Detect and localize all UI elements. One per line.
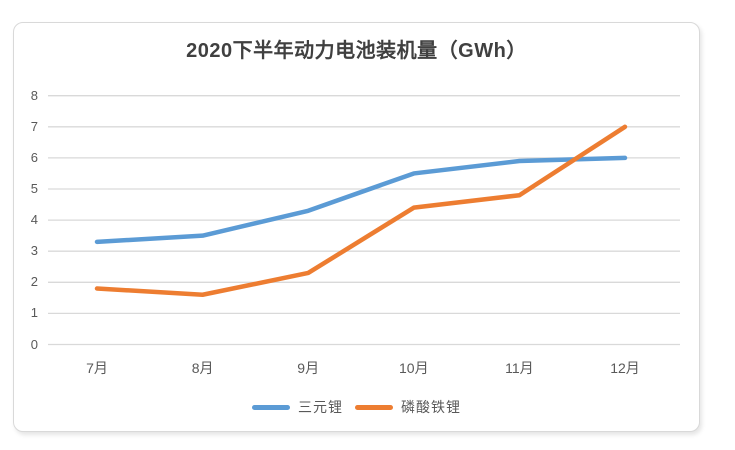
x-tick-label: 8月 (191, 360, 214, 376)
x-tick-label: 12月 (610, 360, 640, 376)
legend-swatch-ternary-lithium (252, 404, 290, 410)
x-tick-label: 7月 (86, 360, 108, 376)
y-tick-label: 5 (30, 181, 38, 196)
y-tick-label: 4 (30, 212, 38, 228)
x-tick-label: 11月 (505, 360, 534, 376)
legend-swatch-lithium-iron-phosphate (355, 404, 393, 410)
chart-title: 2020下半年动力电池装机量（GWh） (186, 40, 527, 62)
x-tick-label: 10月 (399, 360, 429, 376)
chart-card (13, 22, 700, 432)
legend-label: 三元锂 (298, 399, 343, 415)
y-tick-label: 6 (30, 149, 38, 165)
x-tick-label: 9月 (297, 360, 320, 376)
legend-item-ternary-lithium: 三元锂 (252, 397, 343, 417)
y-tick-label: 2 (30, 274, 38, 290)
y-tick-label: 0 (30, 336, 38, 352)
legend-label: 磷酸铁锂 (401, 399, 461, 415)
chart-legend: 三元锂 磷酸铁锂 (13, 397, 700, 417)
legend-item-lithium-iron-phosphate: 磷酸铁锂 (355, 397, 461, 417)
y-tick-label: 7 (30, 118, 38, 134)
y-tick-label: 1 (30, 305, 38, 321)
y-tick-label: 8 (30, 87, 38, 103)
y-tick-label: 3 (30, 243, 38, 259)
